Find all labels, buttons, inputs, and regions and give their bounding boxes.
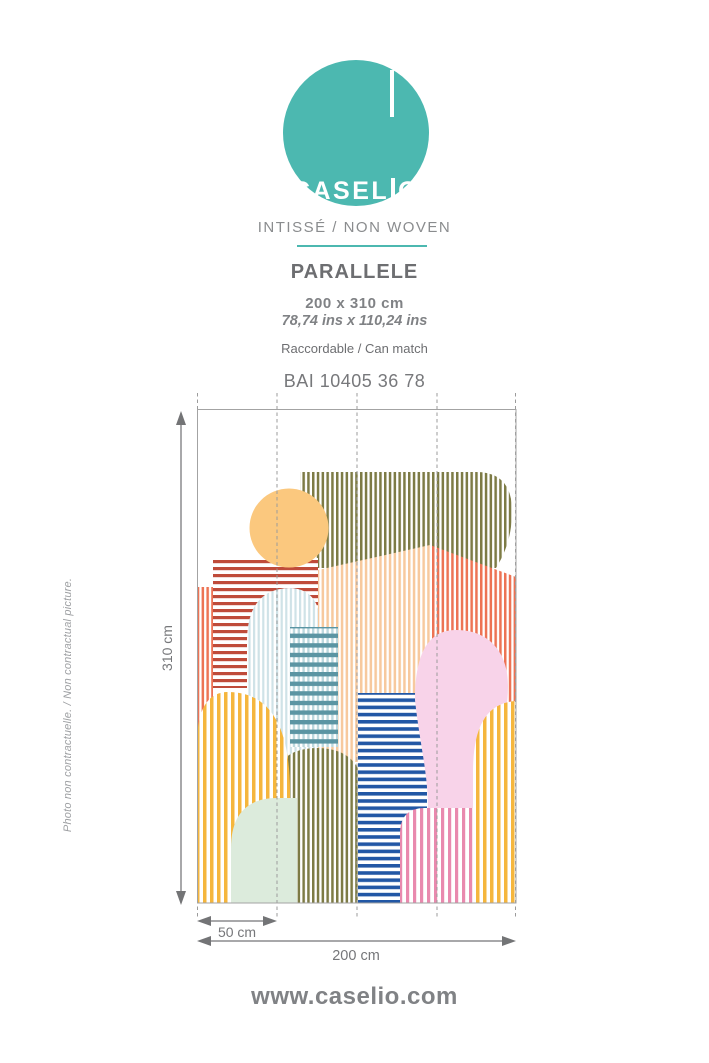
shape-mint-block: [231, 798, 297, 903]
strip-dimension-arrow: [197, 916, 277, 926]
shape-olive-top-block: [300, 472, 512, 568]
website-link[interactable]: www.caselio.com: [251, 983, 458, 1010]
logo-text-left: CASEL: [291, 177, 390, 205]
dimension-label-strip: 50 cm: [218, 924, 256, 940]
shape-pink-balloon: [415, 630, 508, 808]
size-cm-label: 200 x 310 cm: [305, 295, 404, 312]
material-label: INTISSÉ / NON WOVEN: [257, 219, 452, 236]
logo-text-right: O: [398, 177, 421, 205]
dimension-label-height: 310 cm: [159, 625, 175, 671]
product-title: PARALLELE: [290, 261, 419, 283]
photo-disclaimer: Photo non contractuelle. / Non contractu…: [62, 577, 74, 833]
logo-letter-i-icon: [391, 178, 396, 199]
match-info-label: Raccordable / Can match: [281, 341, 428, 356]
shape-sun-circle: [249, 488, 329, 568]
brand-logo: CASEL O: [283, 60, 429, 206]
brand-logo-text: CASEL O: [283, 177, 429, 206]
dimension-label-width: 200 cm: [332, 948, 380, 964]
logo-accent-bar-icon: [390, 70, 394, 117]
width-dimension-arrow: [197, 936, 516, 946]
size-inches-label: 78,74 ins x 110,24 ins: [281, 313, 428, 329]
shape-yellow-right-corner: [473, 701, 516, 903]
height-dimension-arrow: [176, 411, 186, 905]
wallpaper-frame: [197, 409, 517, 904]
brand-divider: [297, 245, 427, 247]
product-reference: BAI 10405 36 78: [283, 371, 426, 391]
shape-teal-grid-block: [290, 627, 338, 747]
